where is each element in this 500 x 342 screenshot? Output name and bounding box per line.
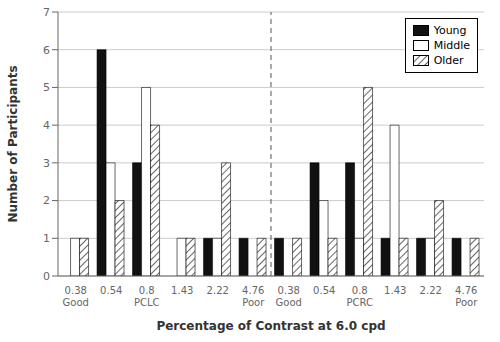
svg-text:Number of Participants: Number of Participants — [8, 65, 20, 222]
svg-text:0.38Good: 0.38Good — [63, 285, 89, 308]
svg-text:0.38Good: 0.38Good — [276, 285, 302, 308]
svg-text:0: 0 — [43, 270, 50, 283]
svg-text:0.54: 0.54 — [100, 285, 122, 296]
svg-text:4: 4 — [43, 119, 50, 132]
html-text:Young: Young — [433, 24, 467, 37]
svg-text:7: 7 — [43, 6, 50, 19]
svg-text:1.43: 1.43 — [171, 285, 193, 296]
svg-text:2.22: 2.22 — [420, 285, 442, 296]
svg-text:0.8PCRC: 0.8PCRC — [347, 285, 373, 308]
svg-text:3: 3 — [43, 157, 50, 170]
svg-text:1.43: 1.43 — [384, 285, 406, 296]
svg-text:0.54: 0.54 — [313, 285, 335, 296]
svg-text:5: 5 — [43, 81, 50, 94]
html-text:Older: Older — [433, 54, 464, 67]
svg-text:6: 6 — [43, 44, 50, 57]
svg-text:4.76Poor: 4.76Poor — [455, 285, 478, 308]
svg-text:1: 1 — [43, 232, 50, 245]
svg-text:Percentage of Contrast at 6.0: Percentage of Contrast at 6.0 cpd — [156, 319, 385, 333]
svg-text:4.76Poor: 4.76Poor — [242, 285, 265, 308]
svg-text:2: 2 — [43, 194, 50, 207]
html-text:Middle: Middle — [433, 39, 470, 52]
svg-text:2.22: 2.22 — [207, 285, 229, 296]
svg-text:0.8PCLC: 0.8PCLC — [134, 285, 160, 308]
